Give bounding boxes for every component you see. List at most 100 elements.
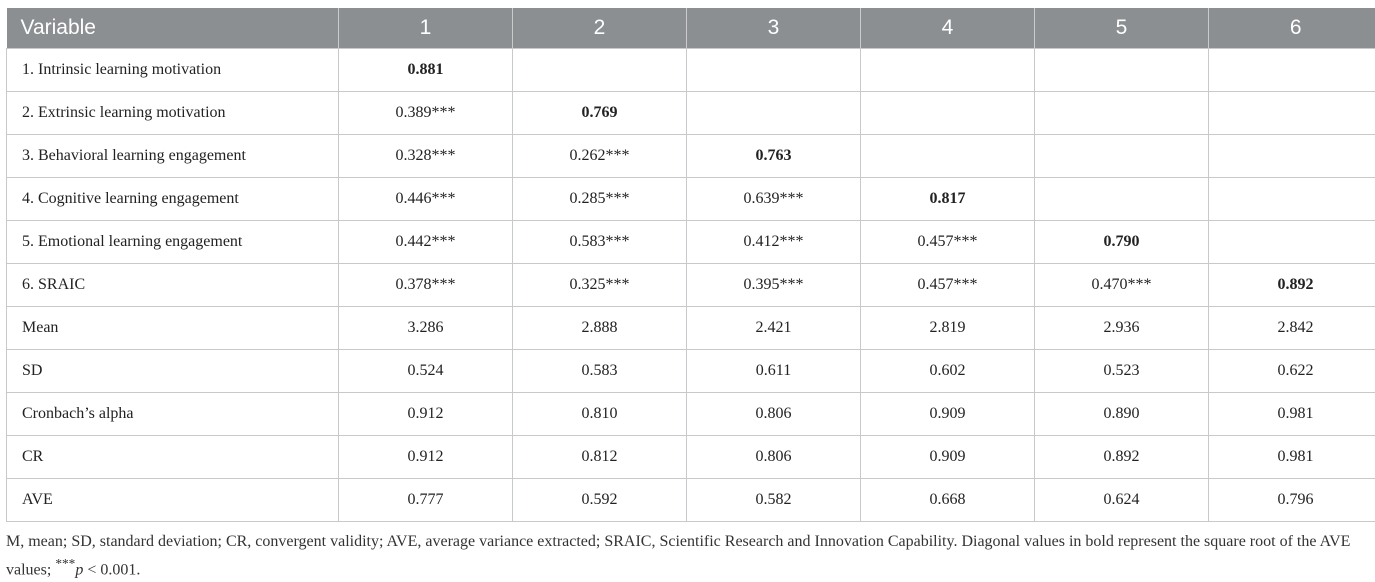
table-cell: 0.583*** xyxy=(512,220,687,264)
header-col-6: 6 xyxy=(1208,8,1375,49)
table-cell: 0.470*** xyxy=(1034,263,1209,307)
table-cell: 0.524 xyxy=(338,349,513,393)
table-cell: 0.442*** xyxy=(338,220,513,264)
table-cell: 2.888 xyxy=(512,306,687,350)
table-cell: 0.763 xyxy=(686,134,861,178)
table-cell: 0.769 xyxy=(512,91,687,135)
footnote-significance-stars: *** xyxy=(55,556,76,571)
table-cell: 0.892 xyxy=(1208,263,1375,307)
table-cell: 0.457*** xyxy=(860,220,1035,264)
table-cell xyxy=(1034,134,1209,178)
table-row: SD 0.524 0.583 0.611 0.602 0.523 0.622 xyxy=(6,349,1375,393)
table-cell: 0.892 xyxy=(1034,435,1209,479)
table-cell: 0.592 xyxy=(512,478,687,522)
table-cell: 0.622 xyxy=(1208,349,1375,393)
table-cell xyxy=(860,91,1035,135)
table-cell: 0.262*** xyxy=(512,134,687,178)
table-cell: 0.981 xyxy=(1208,435,1375,479)
table-cell xyxy=(686,91,861,135)
table-cell: 0.611 xyxy=(686,349,861,393)
row-label: 3. Behavioral learning engagement xyxy=(6,134,339,178)
table-row: 1. Intrinsic learning motivation 0.881 xyxy=(6,48,1375,92)
row-label: Cronbach’s alpha xyxy=(6,392,339,436)
table-cell xyxy=(1208,134,1375,178)
table-cell: 0.389*** xyxy=(338,91,513,135)
row-label: AVE xyxy=(6,478,339,522)
table-row: 2. Extrinsic learning motivation 0.389***… xyxy=(6,91,1375,135)
table-cell: 0.378*** xyxy=(338,263,513,307)
table-cell xyxy=(1208,91,1375,135)
header-variable: Variable xyxy=(6,8,339,49)
table-cell: 0.812 xyxy=(512,435,687,479)
table-cell: 0.668 xyxy=(860,478,1035,522)
row-label: CR xyxy=(6,435,339,479)
table-cell: 0.395*** xyxy=(686,263,861,307)
table-row: CR 0.912 0.812 0.806 0.909 0.892 0.981 xyxy=(6,435,1375,479)
table-row: Mean 3.286 2.888 2.421 2.819 2.936 2.842 xyxy=(6,306,1375,350)
table-cell: 0.639*** xyxy=(686,177,861,221)
row-label: SD xyxy=(6,349,339,393)
table-cell: 0.890 xyxy=(1034,392,1209,436)
header-col-4: 4 xyxy=(860,8,1035,49)
table-cell xyxy=(1208,177,1375,221)
footnote-p-symbol: p xyxy=(75,561,84,579)
table-cell: 0.790 xyxy=(1034,220,1209,264)
table-body: 1. Intrinsic learning motivation 0.881 2. … xyxy=(6,48,1375,522)
table-cell: 2.819 xyxy=(860,306,1035,350)
table-cell: 0.583 xyxy=(512,349,687,393)
table-cell: 0.624 xyxy=(1034,478,1209,522)
table-cell: 0.602 xyxy=(860,349,1035,393)
header-row: Variable 1 2 3 4 5 6 xyxy=(6,8,1375,49)
table-cell: 0.325*** xyxy=(512,263,687,307)
table-header: Variable 1 2 3 4 5 6 xyxy=(6,8,1375,49)
table-cell xyxy=(860,48,1035,92)
table-row: 5. Emotional learning engagement 0.442***… xyxy=(6,220,1375,264)
row-label: 1. Intrinsic learning motivation xyxy=(6,48,339,92)
row-label: 6. SRAIC xyxy=(6,263,339,307)
table-row: 6. SRAIC 0.378*** 0.325*** 0.395*** 0.457***… xyxy=(6,263,1375,307)
row-label: 5. Emotional learning engagement xyxy=(6,220,339,264)
table-cell: 3.286 xyxy=(338,306,513,350)
correlation-table-container: Variable 1 2 3 4 5 6 1. Intrinsic learning mot… xyxy=(6,8,1375,522)
table-cell: 0.457*** xyxy=(860,263,1035,307)
table-cell xyxy=(1034,91,1209,135)
table-row: 3. Behavioral learning engagement 0.328**… xyxy=(6,134,1375,178)
table-cell: 0.285*** xyxy=(512,177,687,221)
table-cell xyxy=(1208,48,1375,92)
header-col-2: 2 xyxy=(512,8,687,49)
table-cell: 0.412*** xyxy=(686,220,861,264)
table-row: 4. Cognitive learning engagement 0.446***… xyxy=(6,177,1375,221)
footnote-p-threshold: < 0.001. xyxy=(83,561,141,579)
table-cell: 0.796 xyxy=(1208,478,1375,522)
table-cell xyxy=(512,48,687,92)
table-cell xyxy=(1208,220,1375,264)
table-cell: 0.981 xyxy=(1208,392,1375,436)
table-cell xyxy=(1034,177,1209,221)
table-cell xyxy=(1034,48,1209,92)
table-cell: 0.777 xyxy=(338,478,513,522)
table-cell: 0.912 xyxy=(338,435,513,479)
header-col-5: 5 xyxy=(1034,8,1209,49)
table-footnote: M, mean; SD, standard deviation; CR, con… xyxy=(6,531,1369,581)
table-cell: 0.817 xyxy=(860,177,1035,221)
table-cell xyxy=(860,134,1035,178)
row-label: Mean xyxy=(6,306,339,350)
table-row: AVE 0.777 0.592 0.582 0.668 0.624 0.796 xyxy=(6,478,1375,522)
table-cell: 0.582 xyxy=(686,478,861,522)
table-cell: 0.328*** xyxy=(338,134,513,178)
table-cell: 2.421 xyxy=(686,306,861,350)
correlation-table: Variable 1 2 3 4 5 6 1. Intrinsic learning mot… xyxy=(6,8,1375,522)
table-cell: 0.523 xyxy=(1034,349,1209,393)
row-label: 2. Extrinsic learning motivation xyxy=(6,91,339,135)
table-cell: 0.446*** xyxy=(338,177,513,221)
table-cell: 0.909 xyxy=(860,392,1035,436)
table-cell: 0.806 xyxy=(686,392,861,436)
table-cell: 0.912 xyxy=(338,392,513,436)
header-col-3: 3 xyxy=(686,8,861,49)
table-cell: 2.842 xyxy=(1208,306,1375,350)
table-cell: 0.810 xyxy=(512,392,687,436)
table-cell: 2.936 xyxy=(1034,306,1209,350)
footnote-text: M, mean; SD, standard deviation; CR, con… xyxy=(6,533,1351,579)
row-label: 4. Cognitive learning engagement xyxy=(6,177,339,221)
table-cell: 0.881 xyxy=(338,48,513,92)
